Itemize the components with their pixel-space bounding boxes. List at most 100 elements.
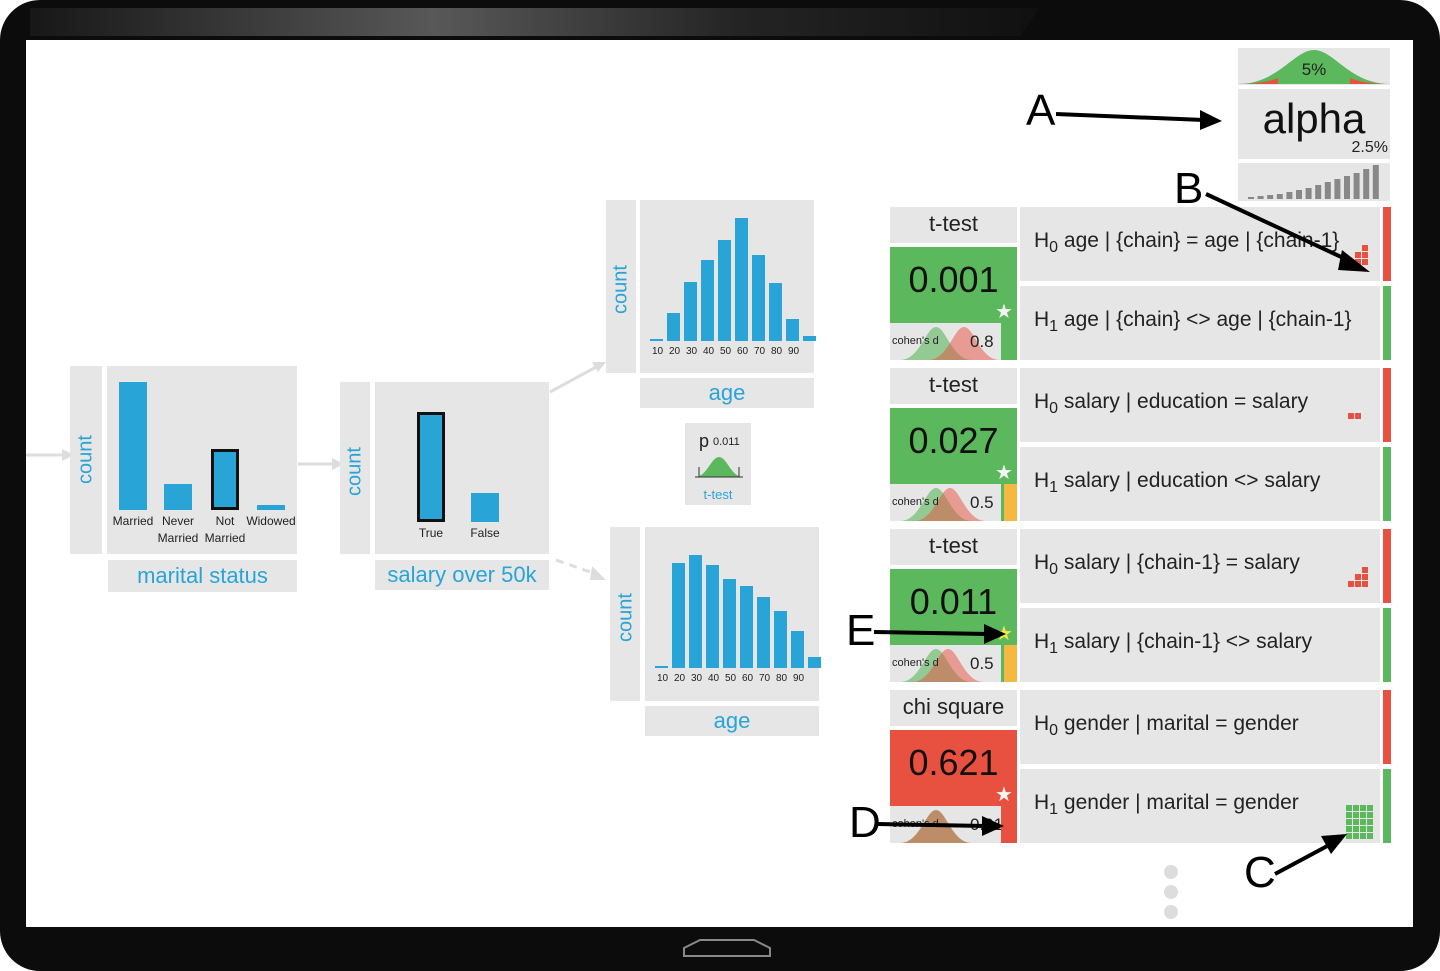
cohen-label: cohen's d [892,335,939,347]
home-button[interactable] [680,934,770,960]
star-icon[interactable]: ★ [995,462,1013,484]
age-bottom-title-panel[interactable]: age [645,706,819,736]
incoming-arrow [26,449,74,461]
alpha-history-bar [1305,188,1312,199]
hypothesis-h1[interactable]: H1 salary | {chain-1} <> salary [1020,608,1380,682]
category-label-line1: Never [161,514,194,528]
evidence-square [1367,812,1373,818]
bar-age_top-7[interactable] [769,283,782,341]
callout-e-arrow [873,624,1006,644]
age-top-chart-panel[interactable]: 10 20 30 40 50 60 70 80 90 [640,200,816,373]
ptest-widget[interactable]: p 0.011 t-test [685,423,751,505]
marital-title-panel[interactable]: marital status [108,560,297,592]
alpha-history-panel[interactable] [1238,163,1390,201]
category-label: Married [103,513,163,530]
ptest-distribution-icon [695,457,743,478]
bar-age_bottom-9[interactable] [808,657,821,668]
bar-age_top-2[interactable] [684,282,697,341]
bar-age_bottom-6[interactable] [757,597,770,668]
bar-marital-1[interactable] [164,484,192,510]
p-value-panel[interactable]: 0.011★cohen's d0.5 [890,569,1017,682]
bar-marital-0[interactable] [119,382,147,510]
test-name-panel[interactable]: t-test [890,207,1017,243]
bar-age_top-5[interactable] [735,218,748,341]
bar-age_top-4[interactable] [718,240,731,341]
age-top-title-panel[interactable]: age [640,378,814,408]
bar-age_bottom-4[interactable] [723,579,736,668]
p-label: p [699,431,710,451]
bar-salary-1[interactable] [471,493,499,522]
p-value-panel[interactable]: 0.001 ★ cohen's d 0.8 [890,247,1017,360]
bar-age_top-3[interactable] [701,260,714,341]
tick-label: 90 [793,673,805,684]
hypothesis-body: salary | {chain-1} = salary [1058,551,1300,574]
hypothesis-h1[interactable]: H1 gender | marital = gender [1020,769,1380,843]
test-name-panel[interactable]: t-test [890,529,1017,565]
bar-age_top-0[interactable] [650,339,663,341]
evidence-square [1346,826,1352,832]
marital-chart-panel[interactable]: Married Never Married Not Married Widowed [107,366,297,554]
evidence-square [1355,574,1361,580]
bar-salary-0[interactable] [417,412,445,522]
hypothesis-body: age | {chain} <> age | {chain-1} [1058,308,1352,331]
tick-label: 90 [788,346,800,357]
age-top-ylabel: count [609,265,632,314]
evidence-square [1346,812,1352,818]
tick-label: 30 [691,673,703,684]
alpha-history-bar [1334,179,1341,199]
star-icon[interactable]: ★ [995,301,1013,323]
hypothesis-h1[interactable]: H1 age | {chain} <> age | {chain-1} [1020,286,1380,360]
cohen-label: cohen's d [892,657,939,669]
test-name-panel[interactable]: chi square [890,690,1017,726]
hypothesis-body: salary | {chain-1} <> salary [1058,630,1313,653]
evidence-square [1346,805,1352,811]
hypothesis-text: H0 gender | marital = gender [1034,712,1299,740]
bar-age_bottom-7[interactable] [774,611,787,668]
age-bottom-yaxis-panel [610,527,640,701]
alpha-history-bar [1315,185,1322,199]
hypothesis-h0[interactable]: H0 gender | marital = gender [1020,690,1380,764]
age-bottom-title: age [713,708,751,733]
marital-ylabel: count [74,435,97,484]
bar-marital-3[interactable] [257,505,285,510]
bar-age_top-9[interactable] [803,336,816,341]
bar-age_bottom-3[interactable] [706,565,719,668]
hypothesis-text: H1 gender | marital = gender [1034,791,1299,819]
hypothesis-status-strip [1383,207,1391,281]
hypothesis-h1[interactable]: H1 salary | education <> salary [1020,447,1380,521]
alpha-history-bar [1286,192,1293,199]
hypothesis-subscript: 0 [1049,239,1059,257]
bar-age_bottom-5[interactable] [740,586,753,668]
alpha-distribution[interactable]: 5% [1238,48,1390,85]
tick-label: 80 [771,346,783,357]
hypothesis-text: H1 salary | {chain-1} <> salary [1034,630,1312,658]
age-bottom-chart-panel[interactable]: 10 20 30 40 50 60 70 80 90 [645,527,821,701]
test-name: t-test [929,211,978,236]
bar-age_top-8[interactable] [786,319,799,341]
age-top-yaxis-panel [606,200,636,373]
bar-age_bottom-2[interactable] [689,555,702,668]
hypothesis-h0[interactable]: H0 salary | education = salary [1020,368,1380,442]
p-value-panel[interactable]: 0.027 ★ cohen's d 0.5 [890,408,1017,521]
salary-title-panel[interactable]: salary over 50k [375,560,549,590]
hypothesis-subscript: 1 [1049,640,1059,658]
star-icon[interactable]: ★ [995,784,1013,806]
evidence-square [1355,581,1361,587]
bar-age_bottom-8[interactable] [791,631,804,668]
evidence-square [1360,819,1366,825]
bar-age_bottom-1[interactable] [672,563,685,668]
hypothesis-h0[interactable]: H0 age | {chain} = age | {chain-1} [1020,207,1380,281]
hypothesis-h0[interactable]: H0 salary | {chain-1} = salary [1020,529,1380,603]
bar-marital-2[interactable] [211,449,239,510]
test-name: t-test [929,372,978,397]
bar-age_bottom-0[interactable] [655,666,668,668]
bar-age_top-1[interactable] [667,313,680,341]
hypothesis-body: gender | marital = gender [1058,712,1299,735]
test-name-panel[interactable]: t-test [890,368,1017,404]
bar-age_top-6[interactable] [752,255,765,341]
salary-chart-panel[interactable]: True False [375,382,549,554]
callout-a: A [1026,86,1056,135]
more-options-icon[interactable] [1163,864,1179,920]
test-name: t-test [929,533,978,558]
alpha-label-panel[interactable]: alpha 2.5% [1238,89,1390,159]
